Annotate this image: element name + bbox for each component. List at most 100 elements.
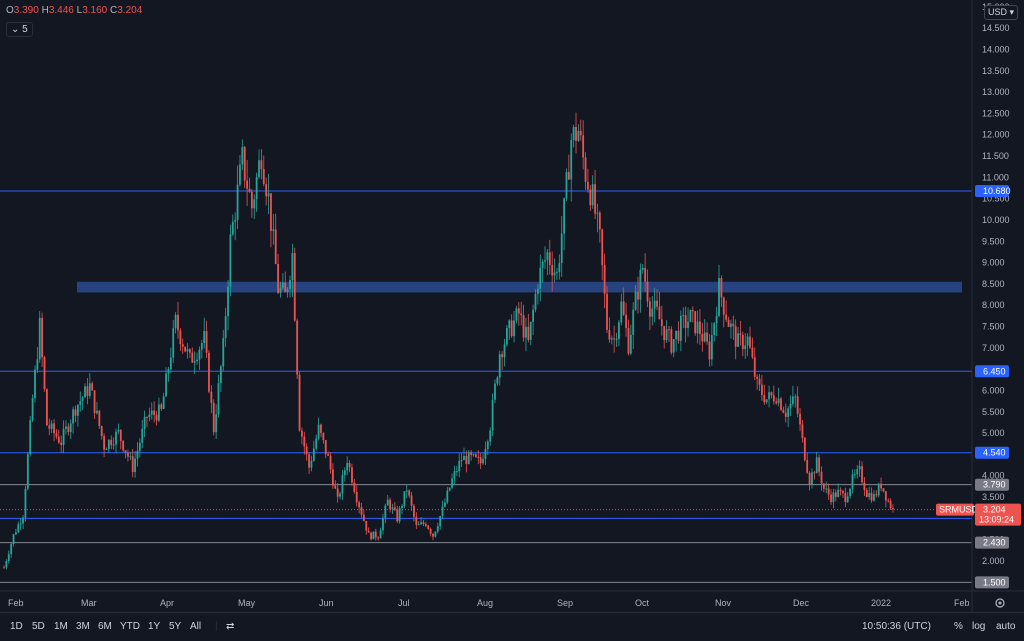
candle-body (234, 219, 237, 222)
candle-body (360, 507, 363, 515)
price-tick-label: 13.000 (982, 87, 1010, 97)
candle-body (806, 460, 809, 473)
range-5y-button[interactable]: 5Y (169, 621, 182, 632)
candle-body (17, 524, 20, 533)
candle-body (122, 440, 125, 451)
candle-body (494, 383, 496, 400)
candle-body (584, 157, 587, 182)
candle-body (231, 221, 234, 235)
candle-body (558, 263, 561, 273)
candle-body (734, 326, 737, 347)
candle-body (386, 499, 389, 506)
candle-body (467, 452, 470, 464)
candle-body (203, 331, 206, 344)
candle-body (803, 437, 806, 461)
candle-body (844, 493, 847, 503)
candle-body (811, 472, 813, 485)
candle-body (444, 502, 446, 507)
range-1m-button[interactable]: 1M (54, 621, 68, 632)
candle-body (791, 396, 794, 404)
candle-body (74, 409, 77, 416)
candle-body (687, 321, 689, 328)
range-6m-button[interactable]: 6M (98, 621, 112, 632)
candle-body (577, 130, 580, 141)
candle-body (772, 395, 775, 402)
time-tick-label: Jun (319, 598, 334, 608)
candle-body (353, 482, 356, 493)
candle-body (110, 439, 113, 446)
candle-body (877, 483, 880, 496)
candle-body (267, 193, 270, 197)
candle-body (255, 177, 258, 200)
candle-body (720, 277, 723, 298)
candle-body (165, 373, 167, 397)
candle-body (653, 300, 656, 309)
candle-body (677, 330, 680, 341)
candle-body (169, 357, 172, 370)
candle-body (822, 483, 825, 489)
candle-body (603, 265, 606, 294)
price-chart[interactable]: 15.00014.50014.00013.50013.00012.50012.0… (0, 0, 1024, 612)
candle-body (775, 401, 778, 404)
range-1d-button[interactable]: 1D (10, 621, 23, 632)
log-toggle-button[interactable]: log (972, 621, 986, 632)
price-tick-label: 11.500 (982, 151, 1009, 161)
candle-body (589, 189, 592, 206)
currency-select[interactable]: USD ▾ (984, 5, 1019, 20)
currency-value: USD (988, 7, 1008, 17)
candle-body (889, 501, 892, 509)
candle-body (780, 398, 782, 410)
candle-body (22, 517, 24, 524)
blue-level-tag-label: 4.540 (983, 448, 1006, 458)
candle-body (489, 430, 492, 442)
candle-body (892, 508, 894, 510)
candle-body (117, 429, 120, 432)
range-5d-button[interactable]: 5D (32, 621, 45, 632)
range-3m-button[interactable]: 3M (76, 621, 90, 632)
range-all-button[interactable]: All (190, 621, 202, 632)
date-range-icon[interactable]: ⇄ (226, 621, 235, 632)
candle-body (813, 472, 816, 474)
candle-body (53, 423, 55, 434)
percent-toggle-button[interactable]: % (954, 621, 963, 632)
candle-body (582, 135, 585, 158)
candle-body (475, 454, 477, 457)
candle-body (441, 506, 444, 517)
candle-body (842, 490, 844, 494)
resistance-zone[interactable] (77, 281, 962, 293)
indicators-toggle-button[interactable]: ⌄ 5 (6, 22, 33, 37)
candle-body (7, 554, 10, 561)
range-1y-button[interactable]: 1Y (148, 621, 161, 632)
auto-toggle-button[interactable]: auto (996, 621, 1016, 632)
candle-body (699, 321, 701, 335)
range-ytd-button[interactable]: YTD (120, 621, 140, 632)
candle-body (420, 522, 422, 525)
candle-body (429, 529, 432, 534)
candle-body (739, 333, 742, 335)
price-tick-label: 13.500 (982, 66, 1010, 76)
candle-body (389, 499, 392, 510)
candle-body (570, 140, 573, 180)
symbol-tag-label: SRMUSD (939, 505, 979, 515)
candle-body (708, 341, 711, 360)
candle-body (189, 349, 191, 353)
candle-body (627, 327, 630, 354)
candle-body (830, 494, 832, 503)
price-tick-label: 4.000 (982, 471, 1005, 481)
time-tick-label: Jul (398, 598, 410, 608)
price-tick-label: 9.500 (982, 236, 1005, 246)
candle-body (868, 493, 871, 497)
candle-body (229, 234, 232, 287)
candles (3, 112, 894, 570)
candle-body (768, 392, 770, 400)
zone-rect[interactable] (77, 281, 962, 293)
clock-time[interactable]: 10:50:36 (UTC) (862, 621, 931, 632)
candle-body (539, 267, 542, 289)
candle-body (93, 390, 96, 414)
candle-body (355, 492, 358, 503)
settings-gear-icon[interactable] (995, 598, 1005, 608)
candle-body (19, 523, 22, 525)
candle-body (815, 457, 818, 474)
candle-body (372, 531, 375, 540)
candle-body (55, 433, 58, 437)
